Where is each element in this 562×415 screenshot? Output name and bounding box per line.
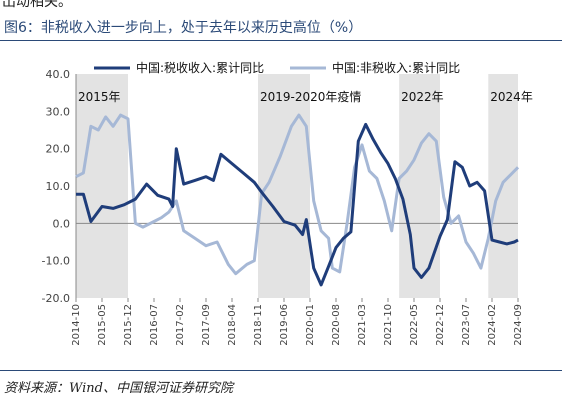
x-tick-label: 2020-08	[331, 304, 342, 346]
x-tick-label: 2022-12	[435, 304, 446, 346]
x-tick-label: 2024-09	[513, 304, 524, 346]
period-label-3: 2024年	[490, 90, 533, 104]
x-tick-label: 2014-10	[71, 304, 82, 346]
x-tick-label: 2023-07	[461, 304, 472, 346]
x-tick-label: 2024-02	[487, 304, 498, 346]
period-label-1: 2019-2020年疫情	[260, 89, 361, 104]
y-tick-label: 40.0	[46, 68, 71, 81]
series-lines	[75, 113, 520, 287]
title-divider	[0, 40, 562, 41]
source-note: 资料来源：Wind、中国银河证券研究院	[4, 381, 233, 396]
x-tick-label: 2021-10	[383, 304, 394, 346]
y-tick-label: 0.0	[53, 217, 71, 230]
y-tick-label: -20.0	[42, 292, 70, 305]
series-line-0	[76, 122, 519, 287]
shaded-period-2	[399, 74, 440, 298]
source-divider	[0, 370, 562, 371]
x-tick-label: 2015-12	[123, 304, 134, 346]
shaded-period-0	[76, 74, 128, 298]
legend: 中国:税收收入:累计同比 中国:非税收入:累计同比	[94, 60, 460, 75]
x-tick-label: 2022-05	[409, 304, 420, 346]
y-tick-label: -10.0	[42, 255, 70, 268]
x-tick-label: 2015-05	[97, 304, 108, 346]
x-tick-label: 2018-04	[227, 304, 238, 346]
figure-title: 图6：非税收入进一步向上，处于去年以来历史高位（%）	[4, 20, 363, 36]
x-tick-label: 2016-07	[149, 304, 160, 346]
x-tick-label: 2020-01	[305, 304, 316, 346]
period-labels: 2015年 2019-2020年疫情 2022年 2024年	[78, 89, 533, 104]
period-label-2: 2022年	[401, 90, 444, 104]
top-text-fragment: 出动相关。	[2, 0, 72, 9]
x-tick-label: 2019-06	[279, 304, 290, 346]
legend-label-0: 中国:税收收入:累计同比	[136, 60, 264, 75]
x-tick-label: 2017-02	[175, 304, 186, 346]
y-tick-label: 20.0	[46, 143, 71, 156]
x-tick-label: 2018-11	[253, 304, 264, 346]
x-tick-label: 2021-03	[357, 304, 368, 346]
period-label-0: 2015年	[78, 90, 121, 104]
y-tick-label: 30.0	[46, 105, 71, 118]
legend-label-1: 中国:非税收入:累计同比	[332, 60, 460, 75]
y-tick-label: 10.0	[46, 180, 71, 193]
x-tick-label: 2017-09	[201, 304, 212, 346]
